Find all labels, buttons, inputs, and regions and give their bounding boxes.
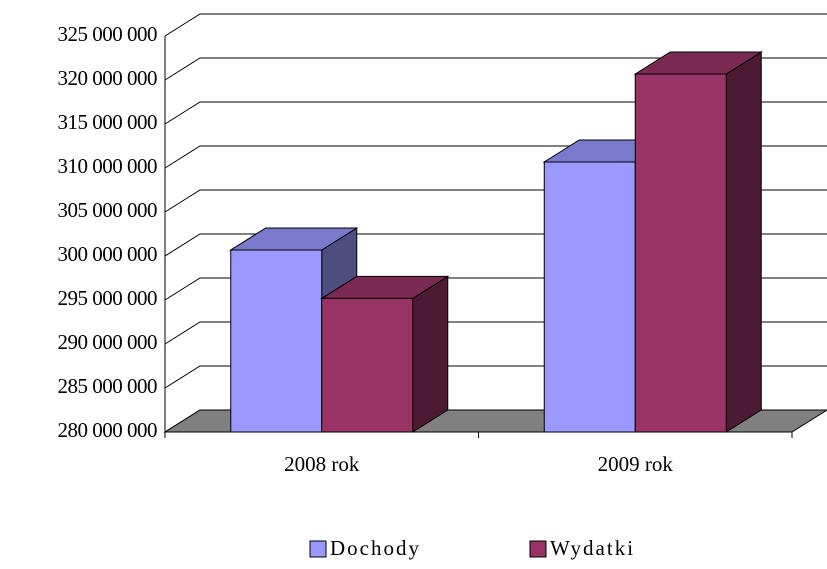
bar (320, 275, 450, 433)
y-tick-label: 300 000 000 (58, 242, 158, 266)
y-tick-label: 310 000 000 (58, 154, 158, 178)
bar (633, 51, 763, 433)
legend-label: Wydatki (550, 536, 635, 560)
bar-front (634, 73, 727, 433)
grid-line (164, 101, 827, 125)
grid-line (164, 13, 827, 37)
y-tick-label: 285 000 000 (58, 374, 158, 398)
y-tick-label: 315 000 000 (58, 110, 158, 134)
legend-swatch (309, 540, 327, 558)
y-tick-label: 320 000 000 (58, 66, 158, 90)
x-tick-label: 2008 rok (284, 452, 360, 476)
y-tick-label: 325 000 000 (58, 22, 158, 46)
y-tick-label: 305 000 000 (58, 198, 158, 222)
x-tick-label: 2009 rok (598, 452, 674, 476)
bar-front (321, 297, 414, 433)
legend-label: Dochody (330, 536, 421, 560)
y-tick-label: 280 000 000 (58, 418, 158, 442)
bar-front (230, 249, 323, 433)
bar-front (543, 161, 636, 433)
y-tick-label: 290 000 000 (58, 330, 158, 354)
bar-side (412, 275, 449, 433)
y-tick-label: 295 000 000 (58, 286, 158, 310)
bar-side (725, 51, 762, 433)
grid-line (164, 57, 827, 81)
legend-swatch (529, 540, 547, 558)
